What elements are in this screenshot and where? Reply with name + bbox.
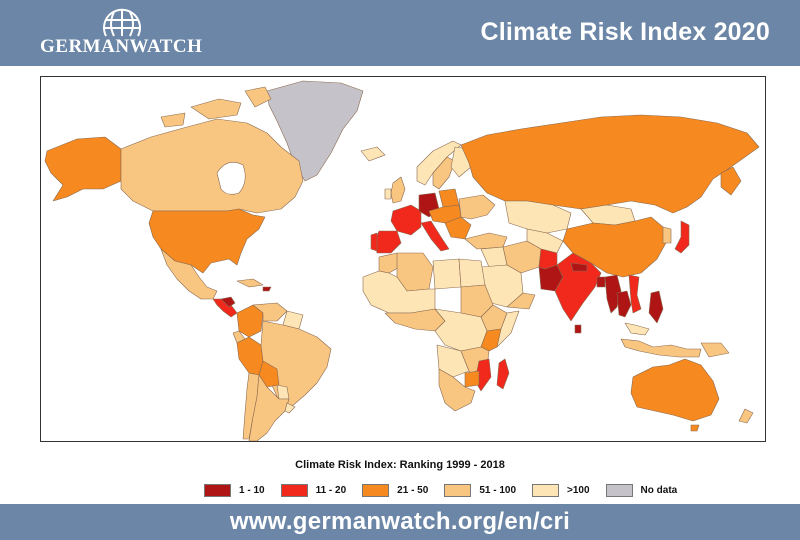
southern-africa (438, 368, 476, 412)
malaysia (624, 322, 650, 336)
vietnam (628, 274, 642, 314)
legend-label: >100 (567, 485, 590, 496)
legend-item-11-20: 11 - 20 (280, 484, 347, 497)
legend-label: 51 - 100 (479, 485, 517, 496)
france (390, 204, 422, 236)
paraguay (276, 384, 290, 400)
mongolia (580, 204, 636, 226)
legend-item-1-10: 1 - 10 (204, 484, 265, 497)
mexico (160, 248, 218, 300)
madagascar (496, 358, 510, 390)
thailand (616, 290, 632, 318)
legend-swatch (280, 484, 308, 497)
philippines (648, 290, 664, 324)
peru (236, 336, 264, 376)
sweden (432, 156, 456, 190)
australia (630, 358, 720, 422)
legend: 1 - 10 11 - 20 21 - 50 51 - 100 >100 No … (204, 484, 693, 497)
sri-lanka (574, 324, 582, 334)
malawi-zimbabwe (464, 370, 480, 388)
poland (438, 188, 460, 208)
footer-url: www.germanwatch.org/en/cri (229, 508, 571, 535)
legend-item-21-50: 21 - 50 (362, 484, 428, 497)
footer: www.germanwatch.org/en/cri (0, 504, 800, 540)
globe-icon (103, 8, 141, 37)
legend-label: 21 - 50 (397, 485, 429, 496)
germanwatch-logo: GERMANWATCH (38, 6, 202, 62)
united-kingdom (390, 176, 406, 204)
venezuela (252, 302, 288, 322)
world-map (40, 76, 766, 442)
russia-kamchatka (720, 166, 742, 196)
balkans (444, 216, 472, 240)
world-map-svg (44, 80, 760, 441)
content-panel: Climate Risk Index: Ranking 1999 - 2018 … (0, 66, 800, 504)
ukraine (458, 194, 496, 220)
kenya (480, 328, 502, 352)
italy (420, 220, 450, 252)
turkey (464, 232, 508, 250)
yemen-oman (506, 292, 536, 310)
cuba (236, 278, 264, 288)
header: GERMANWATCH Climate Risk Index 2020 (0, 0, 800, 66)
bangladesh (596, 276, 606, 288)
egypt (458, 258, 486, 288)
argentina (248, 374, 290, 441)
legend-swatch (362, 484, 390, 497)
logo-text: GERMANWATCH (40, 36, 203, 57)
ireland (384, 188, 392, 200)
legend-item-51-100: 51 - 100 (444, 484, 516, 497)
nepal (570, 262, 588, 272)
west-africa-sahel (362, 270, 436, 314)
korea (662, 226, 672, 244)
legend-swatch (444, 484, 472, 497)
canada (120, 118, 304, 214)
iraq-syria (480, 246, 508, 268)
legend-item-over-100: >100 (532, 484, 590, 497)
portugal (370, 232, 378, 252)
tasmania (690, 424, 700, 432)
india (554, 252, 602, 322)
usa (148, 208, 266, 274)
japan (674, 220, 690, 254)
libya (432, 258, 462, 290)
iceland (360, 146, 386, 162)
greenland (266, 80, 364, 182)
alaska (44, 136, 122, 202)
legend-label: No data (640, 485, 678, 496)
legend-swatch (605, 484, 633, 497)
new-zealand (738, 408, 754, 424)
legend-label: 1 - 10 (239, 485, 265, 496)
myanmar (604, 274, 622, 314)
indonesia (620, 338, 702, 358)
page-title: Climate Risk Index 2020 (480, 18, 770, 46)
papua-new-guinea (700, 342, 730, 358)
arctic-islands (160, 86, 272, 128)
spain (374, 230, 402, 254)
legend-label: 11 - 20 (315, 485, 347, 496)
haiti (262, 286, 272, 292)
drc-angola (436, 344, 470, 378)
russia (460, 114, 760, 214)
legend-title: Climate Risk Index: Ranking 1999 - 2018 (295, 459, 505, 471)
hudson-bay (216, 162, 246, 195)
legend-swatch (204, 484, 231, 497)
legend-swatch (532, 484, 560, 497)
legend-item-no-data: No data (605, 484, 678, 497)
honduras-nicaragua (220, 296, 236, 308)
uruguay (284, 402, 296, 414)
